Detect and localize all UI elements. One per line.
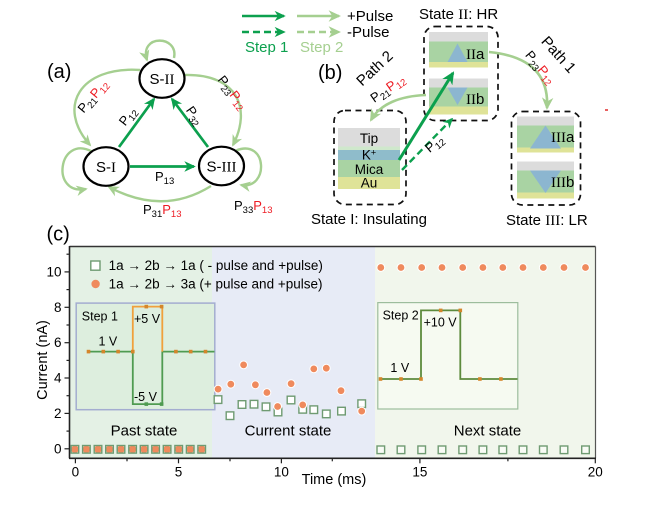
svg-text:10: 10: [46, 264, 61, 279]
svg-text:1a → 2b → 1a ( - pulse and +pu: 1a → 2b → 1a ( - pulse and +pulse): [109, 258, 323, 273]
svg-text:State II: HR: State II: HR: [419, 6, 498, 23]
svg-text:15: 15: [412, 465, 427, 480]
svg-text:1 V: 1 V: [390, 361, 409, 375]
svg-text:6: 6: [54, 335, 62, 350]
svg-text:-Pulse: -Pulse: [347, 24, 390, 41]
svg-text:Past state: Past state: [111, 423, 178, 440]
svg-text:(b): (b): [318, 62, 342, 84]
svg-text:(a): (a): [47, 61, 71, 83]
svg-text:P21P12: P21P12: [367, 71, 409, 108]
svg-text:S-III: S-III: [207, 159, 237, 176]
svg-text:IIb: IIb: [466, 91, 484, 108]
svg-text:-5 V: -5 V: [134, 390, 158, 404]
svg-text:4: 4: [54, 371, 62, 386]
svg-text:Mica: Mica: [355, 162, 384, 177]
svg-text:Step 1: Step 1: [82, 309, 118, 323]
svg-text:+10 V: +10 V: [424, 315, 458, 329]
svg-text:0: 0: [72, 465, 80, 480]
svg-text:P31P13: P31P13: [143, 202, 182, 220]
svg-text:Step 1: Step 1: [245, 39, 288, 56]
svg-text:State I: Insulating: State I: Insulating: [311, 211, 427, 228]
svg-text:+Pulse: +Pulse: [347, 8, 393, 25]
svg-text:(c): (c): [47, 224, 70, 246]
svg-text:8: 8: [54, 300, 62, 315]
svg-text:+5 V: +5 V: [134, 312, 161, 326]
svg-text:IIIb: IIIb: [551, 174, 574, 191]
svg-text:IIa: IIa: [466, 46, 485, 63]
svg-text:Current state: Current state: [245, 423, 332, 440]
svg-text:IIIa: IIIa: [551, 129, 575, 146]
svg-text:P23P12: P23P12: [212, 72, 250, 113]
svg-text:P21P12: P21P12: [74, 77, 113, 118]
svg-text:1 V: 1 V: [99, 334, 118, 348]
svg-text:Step 2: Step 2: [383, 309, 419, 323]
svg-text:P12: P12: [116, 104, 142, 130]
svg-text:1a → 2b → 3a (+ pulse and +pul: 1a → 2b → 3a (+ pulse and +pulse): [109, 276, 323, 291]
svg-text:Time (ms): Time (ms): [302, 472, 367, 488]
svg-text:20: 20: [588, 465, 603, 480]
svg-text:0: 0: [54, 441, 62, 456]
svg-text:P33P13: P33P13: [234, 198, 273, 216]
svg-text:5: 5: [175, 465, 183, 480]
svg-text:Step 2: Step 2: [300, 39, 343, 56]
svg-text:10: 10: [274, 465, 289, 480]
svg-text:Current (nA): Current (nA): [35, 320, 51, 400]
svg-text:Next state: Next state: [454, 423, 522, 440]
svg-text:S-II: S-II: [150, 71, 175, 88]
svg-text:S-I: S-I: [96, 159, 116, 176]
svg-text:Au: Au: [361, 176, 378, 191]
svg-text:2: 2: [54, 406, 62, 421]
svg-text:P13: P13: [155, 169, 174, 187]
svg-text:State III: LR: State III: LR: [506, 212, 588, 229]
svg-text:Tip: Tip: [360, 131, 378, 146]
